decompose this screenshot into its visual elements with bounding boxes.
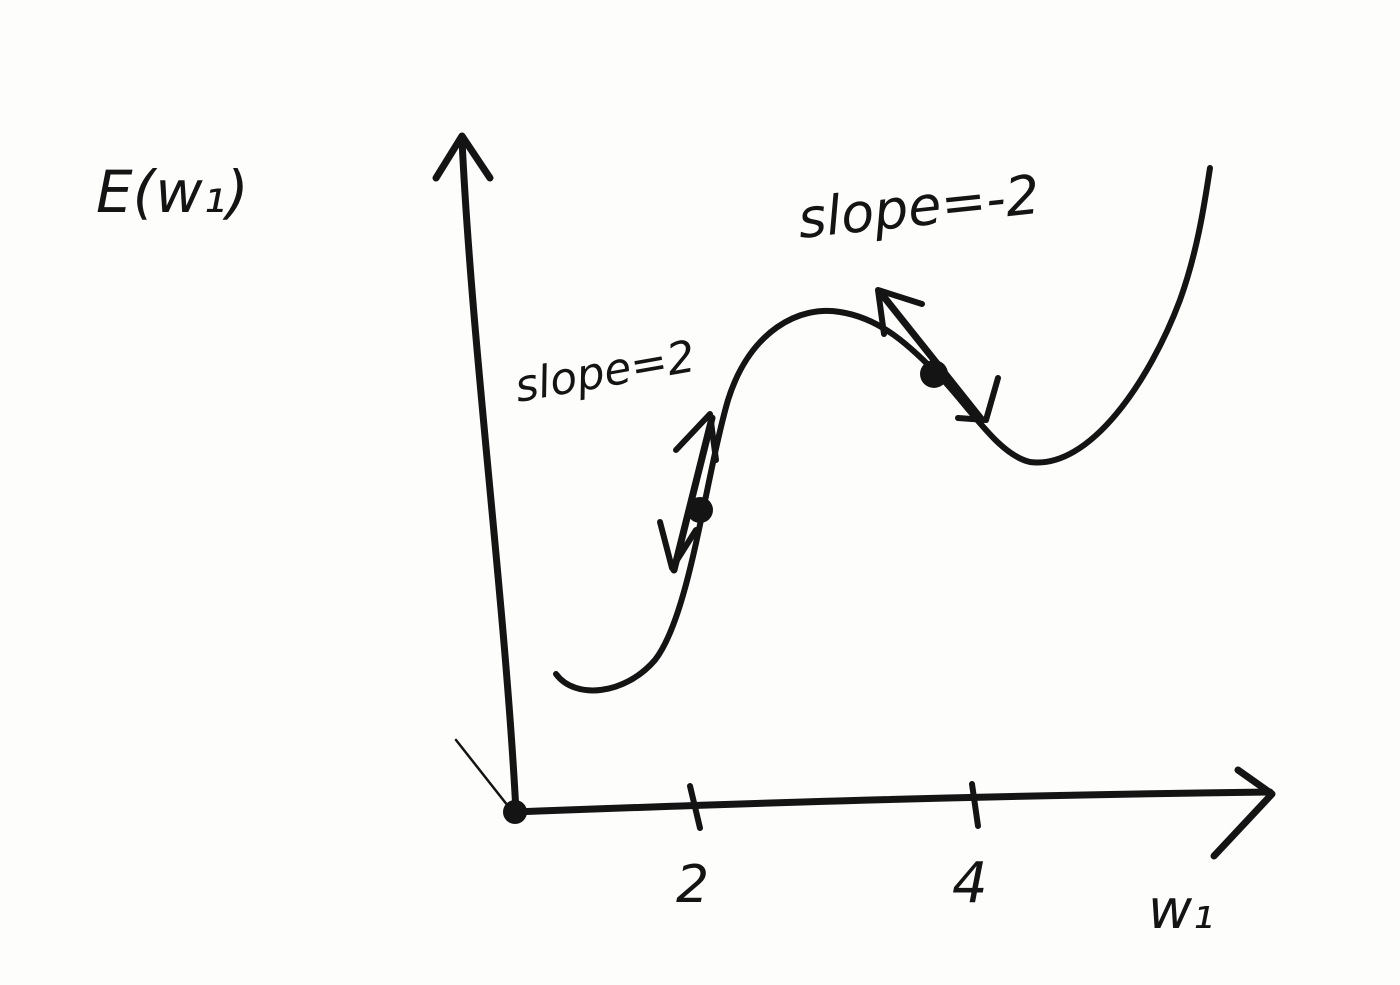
right-tangent-arrowhead-down [955,375,1001,423]
right-tangent-line [876,288,986,424]
x-tick-label-2: 2 [676,855,709,915]
left-point-dot [687,497,713,523]
left-tangent-arrowhead-down [657,519,699,571]
error-curve [553,165,1213,694]
left-tangent-line [670,414,716,574]
left-tangent-arrowhead-up [673,411,719,463]
x-axis [510,788,1274,816]
x-axis-arrowhead [1210,766,1276,860]
right-slope-annotation: slope=-2 [795,163,1043,251]
x-tick-2 [687,783,703,831]
right-point-dot [920,360,948,388]
origin-stray-stroke [454,738,510,808]
x-tick-label-4: 4 [952,851,988,916]
y-axis-label: E(w₁) [96,158,249,226]
y-axis-arrowhead [432,132,494,182]
x-tick-4 [969,781,981,829]
x-axis-label: w₁ [1148,878,1214,941]
left-slope-annotation: slope=2 [511,331,699,413]
right-tangent-arrowhead-up [875,287,925,337]
y-axis [458,136,520,816]
